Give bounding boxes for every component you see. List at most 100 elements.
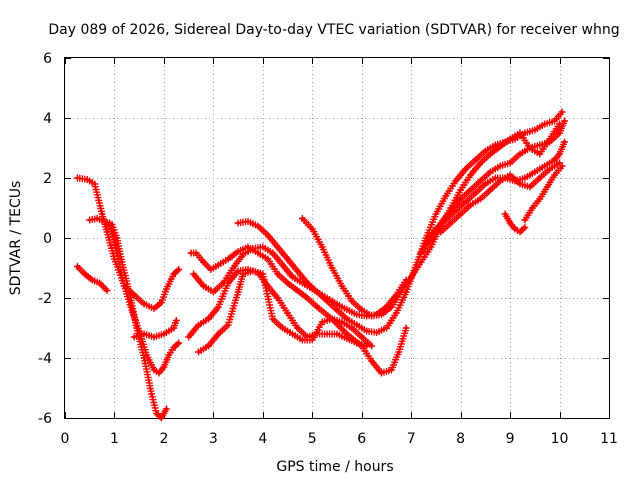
data-point: [389, 368, 393, 372]
data-point: [266, 257, 270, 261]
data-point: [231, 266, 235, 270]
data-point: [261, 245, 265, 249]
data-point: [196, 323, 201, 327]
data-point: [137, 329, 141, 333]
data-point: [444, 218, 448, 222]
data-point: [142, 332, 146, 336]
data-point: [434, 227, 438, 231]
data-point: [365, 329, 369, 333]
data-point: [305, 296, 309, 300]
data-point: [271, 251, 275, 255]
data-point: [473, 191, 478, 195]
data-point: [562, 119, 567, 123]
data-point: [100, 212, 104, 216]
data-point: [194, 251, 198, 255]
data-point: [276, 245, 280, 249]
data-point: [162, 332, 166, 336]
data-point: [513, 227, 517, 231]
data-point: [498, 164, 502, 168]
plot-frame: [64, 57, 610, 419]
data-point: [459, 188, 463, 192]
x-tick-label: 5: [308, 431, 317, 447]
data-point: [261, 272, 265, 276]
data-point: [236, 249, 240, 254]
data-point: [370, 344, 374, 348]
data-point: [206, 344, 210, 348]
data-point: [201, 284, 206, 288]
data-point: [325, 332, 329, 336]
data-point: [320, 245, 324, 249]
x-tick-label: 3: [209, 431, 218, 447]
y-axis-label: SDTVAR / TECUs: [8, 181, 24, 296]
data-point: [488, 170, 492, 174]
x-tick-label: 0: [61, 431, 70, 447]
data-point: [345, 336, 349, 341]
data-point: [478, 161, 482, 165]
data-point: [538, 143, 542, 147]
data-point: [159, 300, 163, 305]
data-point: [75, 176, 79, 180]
data-point: [409, 275, 413, 279]
data-point: [454, 179, 458, 183]
data-point: [281, 326, 285, 330]
data-point: [206, 317, 210, 321]
data-point: [473, 158, 478, 162]
data-point: [246, 245, 250, 249]
data-point: [419, 260, 423, 264]
x-tick-label: 7: [407, 431, 416, 447]
data-point: [192, 272, 196, 276]
data-point: [152, 335, 156, 339]
data-point: [335, 332, 339, 336]
data-point: [285, 281, 290, 285]
data-point: [454, 209, 458, 213]
data-point: [468, 173, 473, 177]
data-point: [340, 284, 344, 288]
data-point: [533, 128, 537, 132]
data-point: [93, 182, 97, 186]
data-point: [75, 264, 79, 269]
data-point: [523, 176, 527, 180]
data-point: [360, 308, 364, 312]
x-tick-label: 8: [456, 431, 465, 447]
data-point: [355, 341, 359, 345]
data-point: [538, 176, 542, 180]
data-point: [518, 152, 522, 156]
data-point: [122, 284, 126, 288]
data-point: [394, 311, 398, 315]
data-point: [295, 326, 299, 330]
series-track-o: [501, 210, 529, 236]
data-point: [498, 144, 502, 149]
data-point: [483, 149, 487, 153]
data-point: [256, 251, 260, 255]
data-point: [98, 281, 102, 285]
series-track-p: [521, 162, 566, 224]
x-tick-label: 11: [600, 431, 618, 447]
data-point: [152, 306, 156, 311]
data-point: [189, 251, 193, 255]
data-point: [236, 290, 240, 294]
data-point: [107, 221, 112, 225]
data-point: [164, 287, 168, 291]
data-point: [300, 338, 304, 342]
data-point: [375, 330, 379, 335]
data-point: [553, 158, 557, 162]
data-point: [300, 216, 304, 221]
data-point: [276, 272, 280, 276]
data-point: [483, 182, 487, 186]
x-tick-label: 9: [506, 431, 515, 447]
data-point: [562, 140, 567, 144]
series-track-j: [234, 108, 566, 336]
data-point: [503, 212, 507, 216]
data-series: [73, 108, 568, 422]
data-point: [167, 353, 171, 357]
data-point: [518, 230, 522, 234]
data-point: [548, 140, 552, 144]
data-point: [177, 267, 181, 272]
data-point: [90, 278, 94, 282]
data-point: [281, 263, 285, 267]
data-point: [340, 320, 344, 324]
data-point: [493, 143, 497, 147]
data-point: [256, 224, 260, 228]
data-point: [404, 290, 408, 294]
data-point: [449, 221, 453, 225]
